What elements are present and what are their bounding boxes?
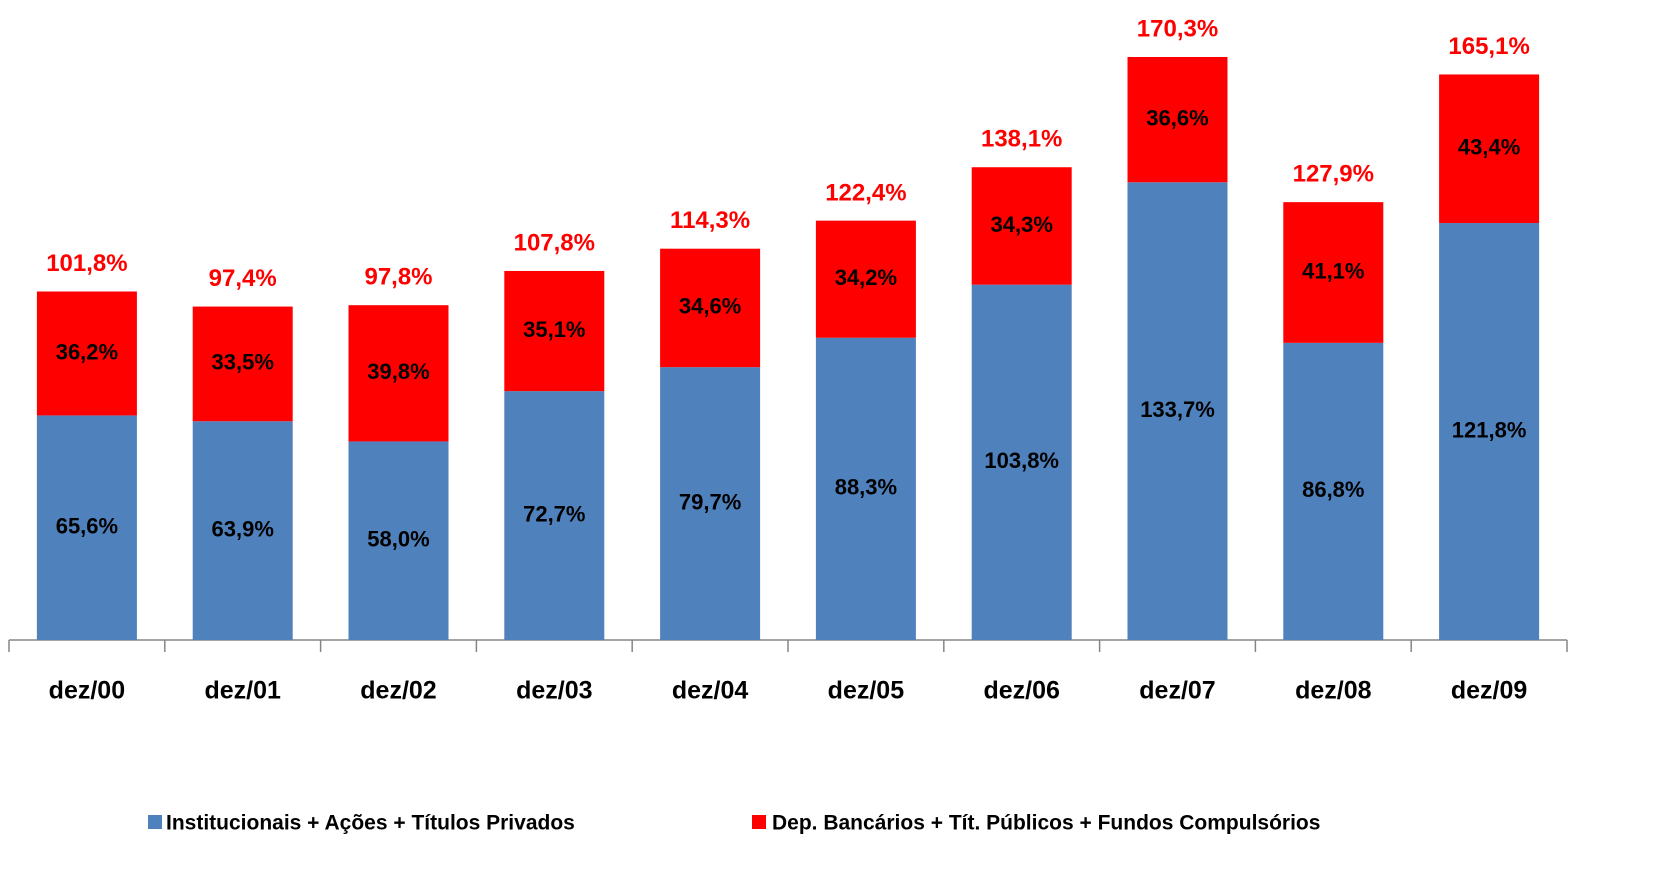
data-label: 133,7% <box>1140 397 1215 422</box>
data-label: 35,1% <box>523 317 585 342</box>
bar-segment <box>1127 182 1228 641</box>
legend-label: Institucionais + Ações + Títulos Privado… <box>166 812 575 835</box>
x-tick-label: dez/00 <box>49 677 125 705</box>
data-label: 34,6% <box>679 294 741 319</box>
data-label: 121,8% <box>1452 417 1527 442</box>
data-label: 65,6% <box>56 514 118 539</box>
bar-segment <box>971 167 1072 285</box>
data-label: 72,7% <box>523 501 585 526</box>
bar-segment <box>348 305 449 442</box>
bar-segment <box>971 284 1072 640</box>
total-label: 97,4% <box>209 265 277 292</box>
total-label: 122,4% <box>825 179 906 206</box>
total-label: 170,3% <box>1137 15 1218 42</box>
bar-segment <box>1283 202 1384 343</box>
x-tick-label: dez/09 <box>1451 677 1527 705</box>
x-tick-label: dez/05 <box>828 677 905 705</box>
data-label: 39,8% <box>367 359 429 384</box>
bar-segment <box>504 391 605 640</box>
total-label: 107,8% <box>514 229 595 256</box>
bar-segment <box>192 421 293 640</box>
bar-segment <box>815 337 916 640</box>
x-tick-label: dez/03 <box>516 677 592 705</box>
bar-segment <box>504 270 605 392</box>
data-label: 79,7% <box>679 489 741 514</box>
bar-segment <box>36 291 137 416</box>
legend-label: Dep. Bancários + Tít. Públicos + Fundos … <box>772 812 1320 835</box>
legend-swatch <box>148 815 162 829</box>
data-label: 63,9% <box>212 516 274 541</box>
data-label: 58,0% <box>367 527 429 552</box>
bar-segment <box>815 220 916 338</box>
data-label: 41,1% <box>1302 258 1364 283</box>
data-label: 43,4% <box>1458 135 1520 160</box>
bar-segment <box>1127 57 1228 183</box>
data-label: 34,2% <box>835 265 897 290</box>
x-tick-label: dez/01 <box>204 677 281 705</box>
data-label: 103,8% <box>984 448 1059 473</box>
bar-segment <box>660 367 761 640</box>
data-label: 36,2% <box>56 339 118 364</box>
total-label: 165,1% <box>1448 33 1529 60</box>
data-label: 88,3% <box>835 475 897 500</box>
total-label: 114,3% <box>670 207 750 234</box>
x-tick-label: dez/02 <box>360 677 436 705</box>
bar-segment <box>1439 223 1540 640</box>
x-tick-label: dez/04 <box>672 677 749 705</box>
total-label: 138,1% <box>981 126 1062 153</box>
x-tick-label: dez/06 <box>983 677 1059 705</box>
x-tick-label: dez/08 <box>1295 677 1372 705</box>
total-label: 101,8% <box>46 250 127 277</box>
total-label: 97,8% <box>364 264 432 291</box>
data-label: 86,8% <box>1302 477 1364 502</box>
bar-segment <box>1439 74 1540 224</box>
total-label: 127,9% <box>1293 160 1374 187</box>
x-tick-label: dez/07 <box>1139 677 1215 705</box>
bar-segment <box>36 415 137 640</box>
data-label: 36,6% <box>1146 105 1208 130</box>
legend-swatch <box>752 815 766 829</box>
bar-segment <box>660 248 761 368</box>
bar-segment <box>1283 342 1384 640</box>
bar-segment <box>192 306 293 422</box>
data-label: 34,3% <box>991 212 1053 237</box>
data-label: 33,5% <box>212 350 274 375</box>
bar-segment <box>348 441 449 640</box>
